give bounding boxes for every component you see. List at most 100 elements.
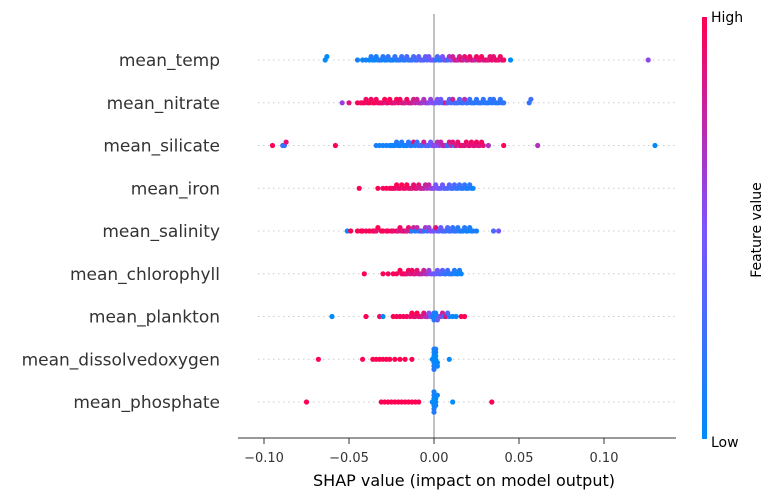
shap-point: [473, 139, 480, 145]
shap-point: [462, 182, 468, 188]
shap-points: [269, 54, 658, 415]
shap-point: [360, 356, 366, 362]
shap-point: [397, 356, 403, 362]
shap-point: [421, 139, 427, 145]
shap-point: [397, 225, 403, 231]
shap-point: [446, 356, 452, 362]
x-axis-title: SHAP value (impact on model output): [313, 471, 615, 490]
shap-point: [473, 54, 480, 60]
shap-point: [433, 310, 439, 316]
shap-point: [455, 139, 461, 145]
shap-point: [501, 142, 507, 149]
shap-point: [426, 310, 432, 316]
shap-point: [392, 54, 398, 60]
shap-point: [438, 96, 444, 102]
shap-point: [414, 267, 420, 273]
shap-point: [404, 54, 410, 60]
shap-point: [402, 356, 408, 362]
shap-point: [433, 402, 439, 408]
shap-point: [450, 225, 456, 231]
shap-point: [414, 139, 420, 145]
shap-point: [652, 142, 658, 149]
shap-point: [373, 96, 379, 102]
shap-point: [496, 228, 502, 234]
shap-point: [450, 139, 456, 145]
shap-point: [394, 271, 400, 277]
shap-point: [462, 313, 468, 320]
shap-point: [438, 139, 444, 145]
shap-point: [645, 57, 651, 63]
shap-point: [329, 313, 335, 320]
shap-point: [397, 267, 403, 273]
shap-point: [387, 356, 393, 362]
shap-point: [404, 182, 410, 188]
shap-point: [416, 399, 422, 405]
shap-point: [490, 96, 497, 102]
shap-point: [433, 182, 439, 188]
shap-point: [324, 54, 330, 60]
shap-point: [489, 399, 495, 405]
shap-point: [501, 100, 507, 106]
shap-point: [363, 96, 369, 102]
shap-point: [361, 271, 367, 277]
shap-point: [414, 310, 420, 316]
shap-point: [507, 57, 514, 63]
shap-point: [283, 139, 289, 145]
shap-point: [445, 310, 451, 316]
shap-point: [490, 54, 497, 60]
shap-point: [450, 96, 456, 102]
shap-point: [426, 267, 432, 273]
shap-point: [414, 96, 420, 102]
shap-point: [426, 54, 432, 60]
shap-point: [462, 225, 468, 231]
shap-point: [375, 185, 381, 191]
shap-point: [392, 356, 398, 362]
shap-point: [421, 96, 427, 102]
shap-point: [453, 313, 459, 320]
shap-point: [375, 225, 381, 231]
shap-point: [433, 346, 439, 352]
x-tick-label: 0.10: [590, 451, 619, 466]
x-tick-label: 0.00: [420, 451, 449, 466]
shap-point: [385, 271, 391, 277]
shap-point: [368, 96, 374, 102]
x-tick-label: 0.05: [505, 451, 534, 466]
shap-point: [473, 228, 480, 234]
colorbar-low-label: Low: [711, 435, 739, 451]
shap-point: [431, 409, 437, 415]
x-tick-label: −0.05: [329, 451, 369, 466]
shap-point: [455, 225, 461, 231]
shap-point: [445, 225, 451, 231]
shap-point: [473, 96, 480, 102]
shap-point: [332, 142, 338, 149]
shap-point: [467, 96, 473, 102]
feature-rows: mean_temp mean_nitrate mean_silicate mean_i…: [22, 51, 676, 413]
shap-point: [414, 225, 420, 231]
shap-point: [431, 366, 437, 372]
shap-point: [346, 100, 352, 106]
shap-point: [426, 182, 432, 188]
feature-label: mean_salinity: [102, 222, 220, 242]
shap-point: [501, 57, 507, 63]
x-axis-ticks: −0.10 −0.05 0.00 0.05 0.10: [244, 438, 618, 466]
shap-point: [356, 185, 362, 191]
shap-point: [470, 185, 476, 191]
shap-point: [397, 96, 403, 102]
shap-point: [409, 267, 415, 273]
shap-point: [315, 356, 321, 362]
shap-point: [438, 225, 444, 231]
shap-point: [368, 54, 374, 60]
colorbar-title: Feature value: [749, 182, 765, 278]
shap-point: [479, 54, 485, 60]
shap-point: [354, 57, 361, 63]
shap-point: [380, 54, 386, 60]
shap-point: [490, 228, 497, 234]
shap-point: [450, 399, 456, 405]
feature-label: mean_phosphate: [73, 393, 220, 413]
shap-point: [404, 96, 410, 102]
shap-point: [426, 225, 432, 231]
shap-point: [535, 142, 541, 149]
shap-point: [339, 100, 345, 106]
shap-point: [409, 310, 415, 316]
